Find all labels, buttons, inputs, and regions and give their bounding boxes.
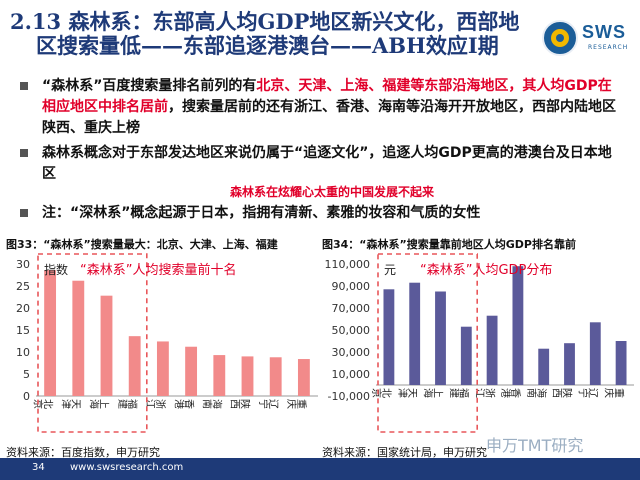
- bar: [156, 341, 169, 396]
- bar: [383, 289, 395, 385]
- bullet-2-text: 森林系概念对于东部发达地区来说仍属于“追逐文化”，追逐人均GDP更高的港澳台及日…: [42, 145, 612, 182]
- unit-label: 元: [384, 263, 396, 277]
- y-tick-label: 50,000: [332, 324, 371, 337]
- y-tick-label: 15: [16, 324, 30, 337]
- bar: [213, 355, 226, 396]
- y-tick-label: 70,000: [332, 302, 371, 315]
- bar: [512, 266, 524, 385]
- bar: [538, 348, 550, 385]
- bar: [128, 336, 141, 396]
- x-tick-label: 福建: [449, 386, 470, 398]
- x-tick-label: 浙江: [475, 386, 495, 398]
- x-tick-label: 浙江: [146, 397, 166, 409]
- bar: [297, 359, 310, 396]
- bar: [486, 315, 498, 385]
- bar: [460, 326, 472, 385]
- footer-bar: 34 www.swsresearch.com: [0, 458, 640, 480]
- chart-1: 0 5 10 15 20 25 30 北京 天津 上海 福建 浙江 香港 海南 陕西 辽宁 重庆 指数 “森林系”人…: [16, 253, 318, 433]
- x-tick-label: 重庆: [603, 386, 625, 398]
- chart-1-title: 图33：“森林系”搜索量最大：北京、大津、上海、福建: [6, 238, 278, 251]
- bar: [409, 282, 421, 385]
- x-tick-label: 上海: [89, 397, 110, 409]
- square-bullet-icon: [20, 149, 28, 157]
- bar: [435, 291, 446, 385]
- bullet-item: “森林系”百度搜索量排名前列的有北京、天津、上海、福建等东部沿海地区，其人均GD…: [20, 76, 620, 139]
- footer-url: www.swsresearch.com: [70, 462, 184, 473]
- bar: [72, 280, 85, 396]
- logo-subtitle: RESEARCH: [588, 44, 629, 51]
- bar: [589, 322, 601, 385]
- bullet-item: 森林系概念对于东部发达地区来说仍属于“追逐文化”，追逐人均GDP更高的港澳台及日…: [20, 143, 620, 185]
- x-tick-label: 辽宁: [259, 397, 279, 409]
- bar: [44, 270, 57, 396]
- chart-2-source: 资料来源：国家统计局，申万研究: [322, 446, 487, 459]
- slide-title: 2.13 森林系：东部高人均GDP地区新兴文化，西部地 区搜索量低——东部追逐港…: [10, 10, 530, 58]
- title-line-2: 区搜索量低——东部追逐港澳台——ABH效应I期: [36, 33, 499, 58]
- square-bullet-icon: [20, 82, 28, 90]
- square-bullet-icon: [20, 209, 28, 217]
- chart-1-source: 资料来源：百度指数，申万研究: [6, 446, 160, 459]
- x-tick-label: 上海: [423, 386, 444, 398]
- bullet-3-text: 注：“深林系”概念起源于日本，指拥有清新、素雅的妆容和气质的女性: [42, 205, 481, 221]
- chart-panel-2: 图34：“森林系”搜索量靠前地区人均GDP排名靠前 -10,000 10,000 3…: [322, 236, 640, 442]
- x-tick-label: 辽宁: [578, 386, 598, 398]
- overlay-label: “森林系”人均GDP分布: [420, 263, 552, 278]
- logo-brand: SWS: [582, 22, 627, 42]
- y-tick-label: 10,000: [332, 368, 371, 381]
- chart-2: -10,000 10,000 30,000 50,000 70,000 90,000 110…: [325, 253, 634, 433]
- chart-2-title: 图34：“森林系”搜索量靠前地区人均GDP排名靠前: [322, 238, 576, 251]
- bar: [564, 343, 575, 385]
- page-number: 34: [32, 462, 45, 473]
- bar: [615, 341, 627, 385]
- annotation-note: 森林系在炫耀心太重的中国发展不起来: [230, 185, 435, 199]
- y-tick-label: 0: [23, 390, 30, 403]
- y-tick-label: 20: [16, 302, 30, 315]
- y-tick-label: 5: [23, 368, 30, 381]
- x-tick-label: 北京: [32, 397, 53, 409]
- x-tick-label: 北京: [371, 386, 392, 398]
- y-tick-label: -10,000: [328, 390, 370, 403]
- bar: [241, 356, 254, 396]
- sws-emblem-icon: [542, 20, 578, 56]
- y-tick-label: 110,000: [325, 258, 371, 271]
- y-tick-label: 90,000: [332, 280, 371, 293]
- bar: [185, 346, 198, 396]
- sws-logo: SWS RESEARCH: [542, 18, 630, 60]
- x-tick-label: 福建: [118, 397, 139, 409]
- y-tick-label: 30,000: [332, 346, 371, 359]
- bullet-1-text-b: ，搜索量居前的还有浙江、香港、海南等沿海开开放地区，西部内陆地区陕西、重庆上榜: [42, 99, 616, 136]
- chart-panel-1: 图33：“森林系”搜索量最大：北京、大津、上海、福建 0 5 10 15 20 25 30 北…: [6, 236, 324, 442]
- highlight-box: [377, 253, 478, 433]
- x-tick-label: 陕西: [231, 397, 252, 409]
- bullet-item: 注：“深林系”概念起源于日本，指拥有清新、素雅的妆容和气质的女性: [20, 203, 620, 224]
- x-tick-label: 香港: [501, 386, 521, 398]
- x-tick-label: 海南: [527, 386, 548, 398]
- highlight-box: [37, 253, 148, 433]
- bullet-list: “森林系”百度搜索量排名前列的有北京、天津、上海、福建等东部沿海地区，其人均GD…: [20, 76, 620, 228]
- unit-label: 指数: [44, 262, 68, 277]
- x-tick-label: 天津: [61, 397, 82, 409]
- x-tick-label: 天津: [397, 386, 418, 398]
- x-tick-label: 香港: [174, 397, 194, 409]
- bar: [269, 357, 282, 396]
- overlay-label: “森林系”人均搜索量前十名: [80, 262, 236, 278]
- y-tick-label: 30: [16, 258, 30, 271]
- bullet-1-text-a: “森林系”百度搜索量排名前列的有: [42, 78, 257, 94]
- y-tick-label: 10: [16, 346, 30, 359]
- bullet-1-text-red: 北京、天津、上海、福建等东部沿海地区，其人均GDP在相应地区中排名居前: [42, 78, 612, 115]
- x-tick-label: 重庆: [286, 397, 308, 409]
- bar: [100, 295, 113, 396]
- watermark: 申万TMT研究: [486, 436, 584, 455]
- x-tick-label: 海南: [202, 397, 223, 409]
- x-tick-label: 陕西: [553, 386, 574, 398]
- y-tick-label: 25: [16, 280, 30, 293]
- title-line-1: 2.13 森林系：东部高人均GDP地区新兴文化，西部地: [10, 9, 520, 34]
